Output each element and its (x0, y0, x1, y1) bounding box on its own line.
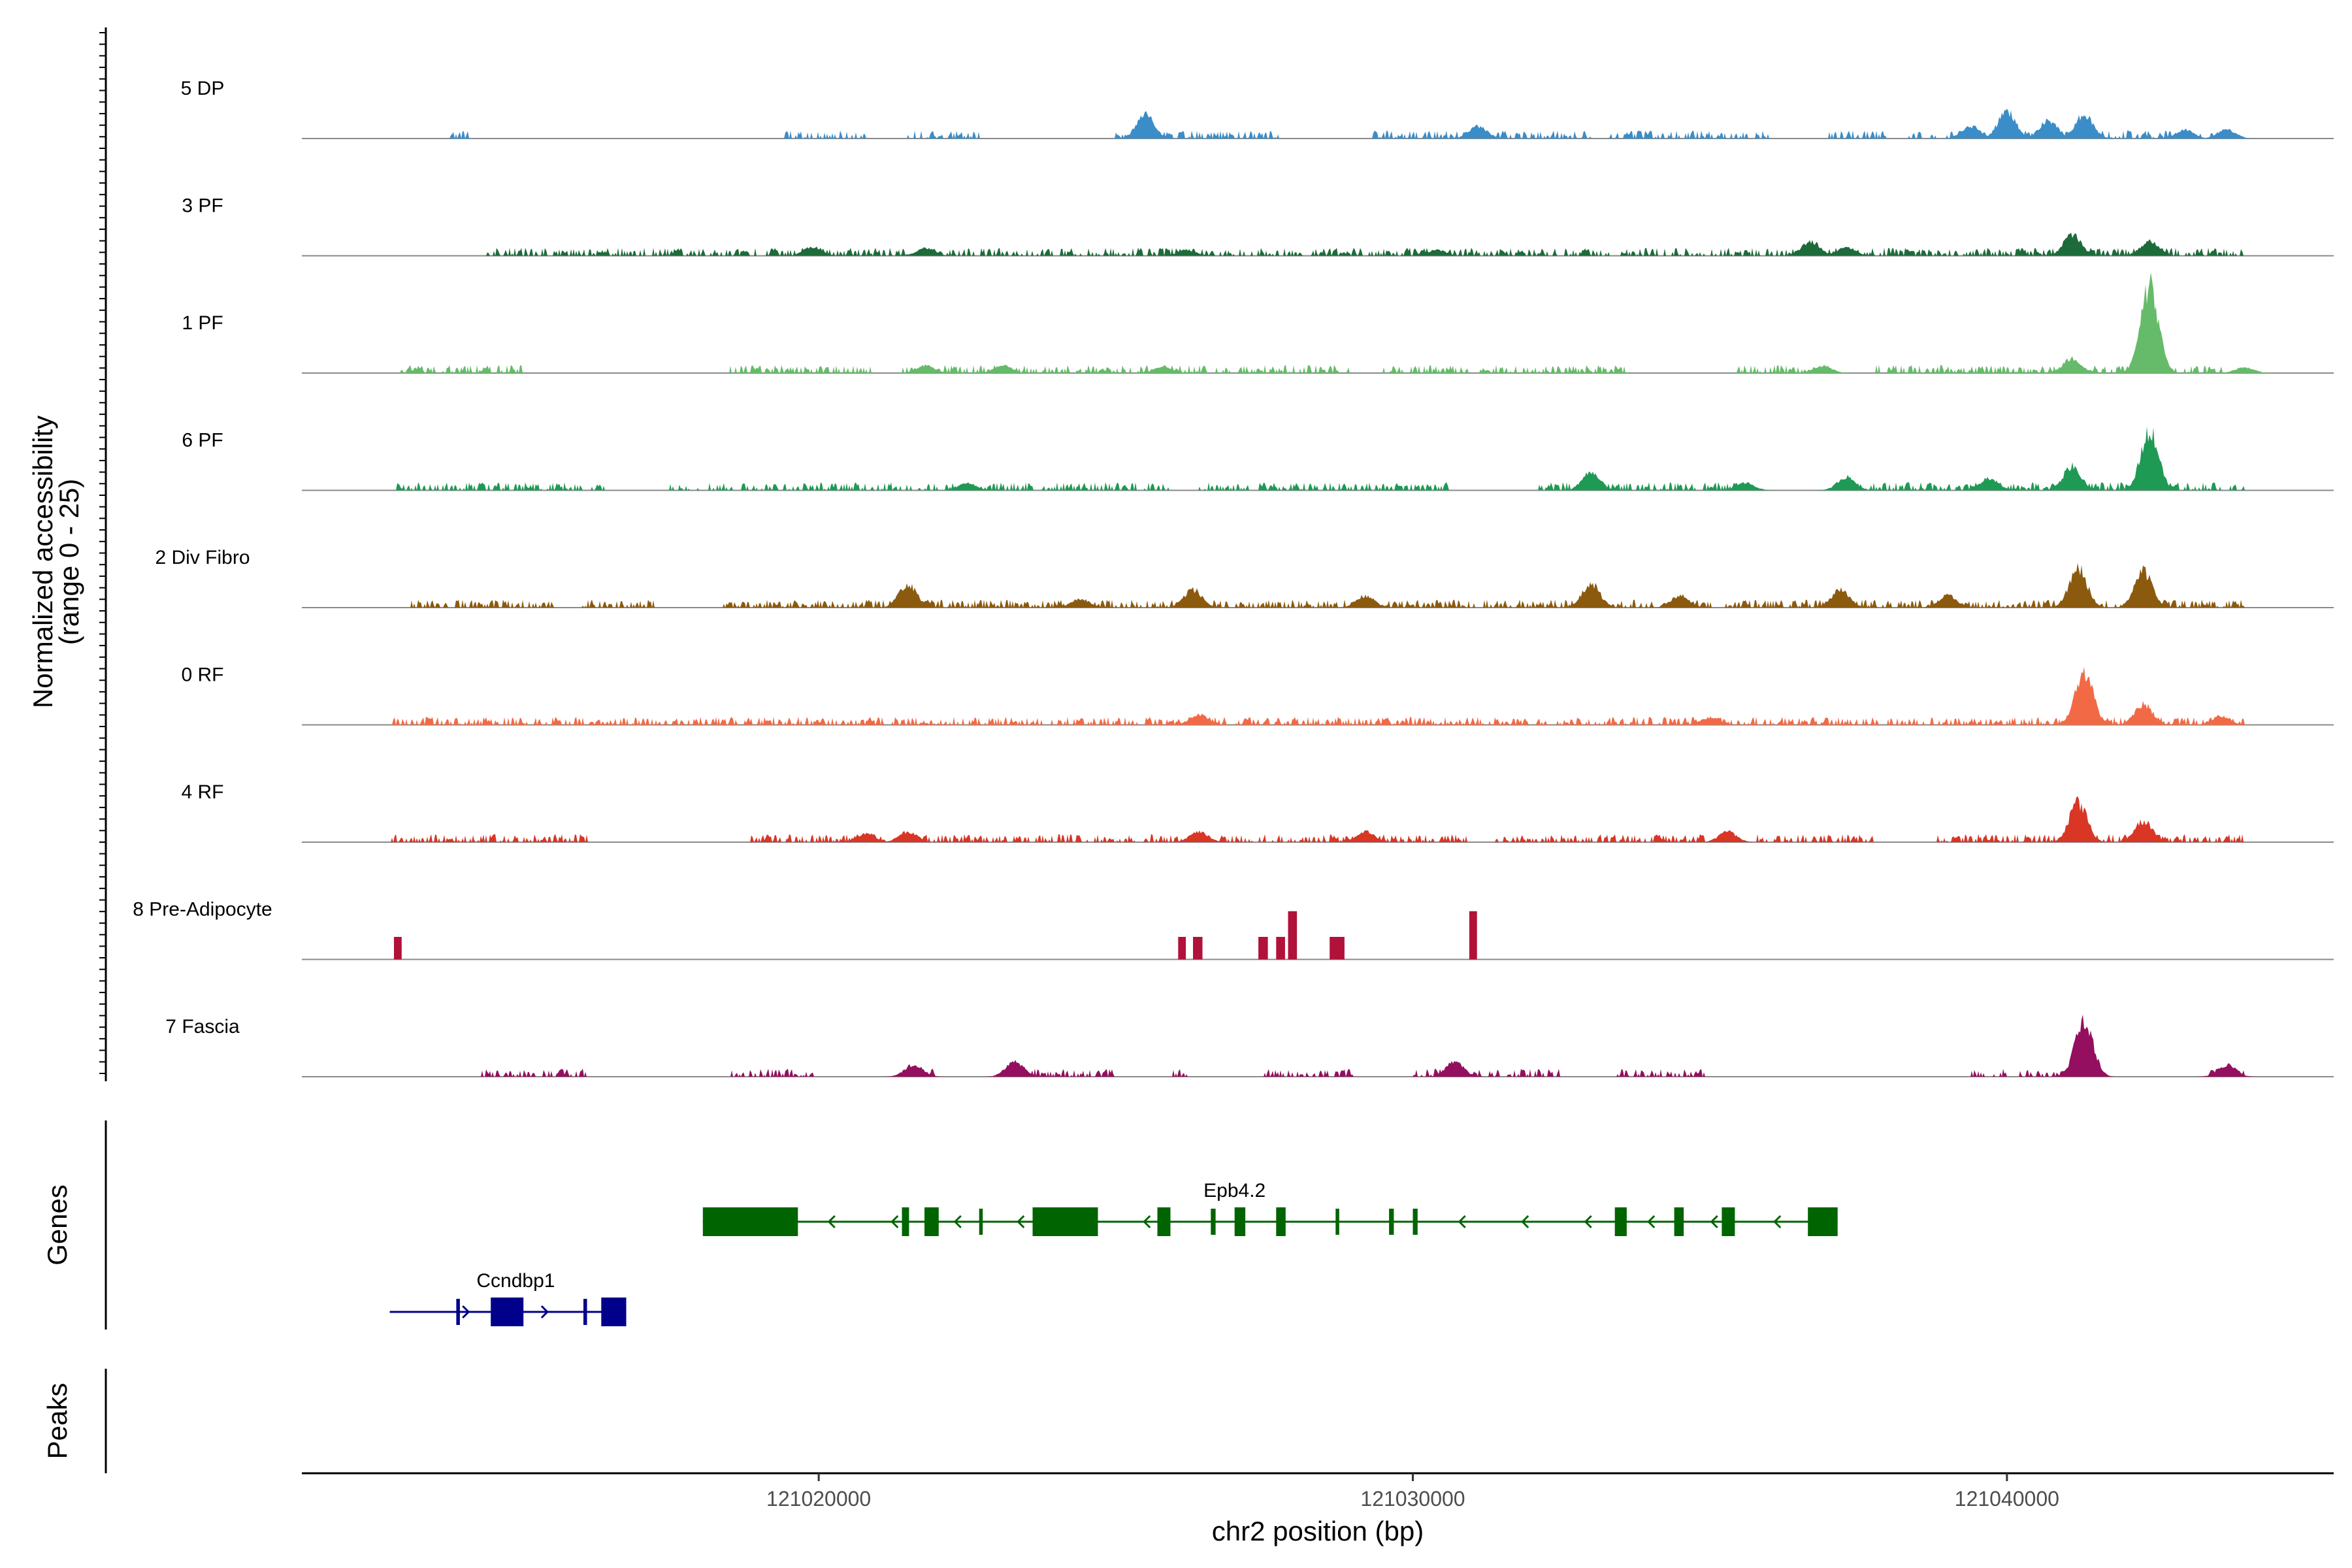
gene-exon (1389, 1209, 1394, 1235)
coverage-area (302, 666, 2334, 725)
gene-exon (1413, 1209, 1418, 1235)
gene-exon (1722, 1207, 1735, 1236)
x-axis-title: chr2 position (bp) (1212, 1516, 1424, 1546)
coverage-area (302, 796, 2334, 842)
peaks-panel-label: Peaks (42, 1383, 73, 1460)
coverage-bar (1288, 911, 1298, 960)
gene-exon (601, 1298, 627, 1326)
gene-0: Epb4.2 (702, 1180, 1838, 1236)
strand-arrow (1773, 1215, 1782, 1229)
gene-exon (1032, 1207, 1098, 1236)
gene-exon (924, 1207, 939, 1236)
strand-arrow (1647, 1215, 1656, 1229)
gene-exon (1234, 1207, 1246, 1236)
track-label: 4 RF (181, 781, 223, 803)
track-label: 1 PF (182, 312, 223, 334)
gene-exon (1211, 1209, 1216, 1235)
track-1: 3 PF (182, 195, 2334, 257)
gene-exon (456, 1299, 460, 1325)
coverage-bar (1330, 937, 1345, 960)
coverage-area (302, 1014, 2334, 1077)
track-label: 7 Fascia (165, 1016, 240, 1037)
coverage-bar (1193, 937, 1203, 960)
track-label: 2 Div Fibro (155, 547, 250, 568)
track-6: 4 RF (181, 781, 2334, 843)
coverage-bar (394, 937, 402, 960)
gene-annotation: Epb4.2 Ccndbp1 (389, 1180, 1838, 1326)
track-label: 8 Pre-Adipocyte (133, 899, 272, 921)
y-axis-title-line-1: Normalized accessibility (27, 416, 58, 708)
strand-arrow (1143, 1215, 1151, 1229)
gene-exon (1808, 1207, 1838, 1236)
coverage-bar (1276, 937, 1285, 960)
strand-arrow (953, 1215, 962, 1229)
genes-panel-label: Genes (42, 1184, 73, 1266)
x-tick-label: 121030000 (1360, 1487, 1465, 1511)
track-8: 7 Fascia (165, 1014, 2334, 1077)
x-axis-ticks: 121020000 121030000 121040000 (766, 1473, 2059, 1511)
track-5: 0 RF (181, 664, 2334, 726)
track-4: 2 Div Fibro (155, 547, 2334, 608)
y-axis-title-line-2: (range 0 - 25) (54, 479, 84, 645)
track-label: 6 PF (182, 430, 223, 451)
coverage-area (302, 427, 2334, 491)
gene-exon (491, 1298, 524, 1326)
gene-exon (902, 1207, 909, 1236)
track-3: 6 PF (182, 427, 2334, 491)
track-7: 8 Pre-Adipocyte (133, 899, 2334, 960)
track-label: 3 PF (182, 195, 223, 217)
strand-arrow (462, 1305, 470, 1319)
x-tick-label: 121040000 (1955, 1487, 2059, 1511)
strand-arrow (827, 1215, 836, 1229)
gene-label: Epb4.2 (1203, 1180, 1266, 1201)
gene-exon (1157, 1207, 1171, 1236)
strand-arrow (1710, 1215, 1718, 1229)
gene-exon (1276, 1207, 1286, 1236)
track-0: 5 DP (181, 78, 2334, 139)
strand-arrow (1521, 1215, 1529, 1229)
strand-arrow (1458, 1215, 1466, 1229)
coverage-area (302, 108, 2334, 139)
gene-exon (1614, 1207, 1627, 1236)
coverage-area (302, 563, 2334, 608)
coverage-bar (1258, 937, 1268, 960)
gene-exon (583, 1299, 587, 1325)
x-tick-label: 121020000 (766, 1487, 871, 1511)
coverage-bar (1469, 911, 1477, 960)
coverage-bar (1178, 937, 1186, 960)
gene-label: Ccndbp1 (476, 1270, 555, 1292)
track-label: 0 RF (181, 664, 223, 686)
track-label: 5 DP (181, 78, 225, 99)
strand-arrow (890, 1215, 899, 1229)
coverage-area (302, 233, 2334, 256)
gene-exon (979, 1209, 983, 1235)
gene-1: Ccndbp1 (389, 1270, 627, 1326)
coverage-tracks: 5 DP 3 PF 1 PF 6 PF 2 Div Fibro 0 RF 4 RF 8 Pre… (133, 78, 2334, 1077)
gene-exon (702, 1207, 798, 1236)
coverage-area (302, 272, 2334, 373)
strand-arrow (1017, 1215, 1025, 1229)
track-2: 1 PF (182, 272, 2334, 374)
gene-exon (1674, 1207, 1684, 1236)
gene-exon (1335, 1209, 1339, 1235)
strand-arrow (1584, 1215, 1592, 1229)
strand-arrow (540, 1305, 549, 1319)
coverage-y-ticks (99, 32, 106, 1074)
